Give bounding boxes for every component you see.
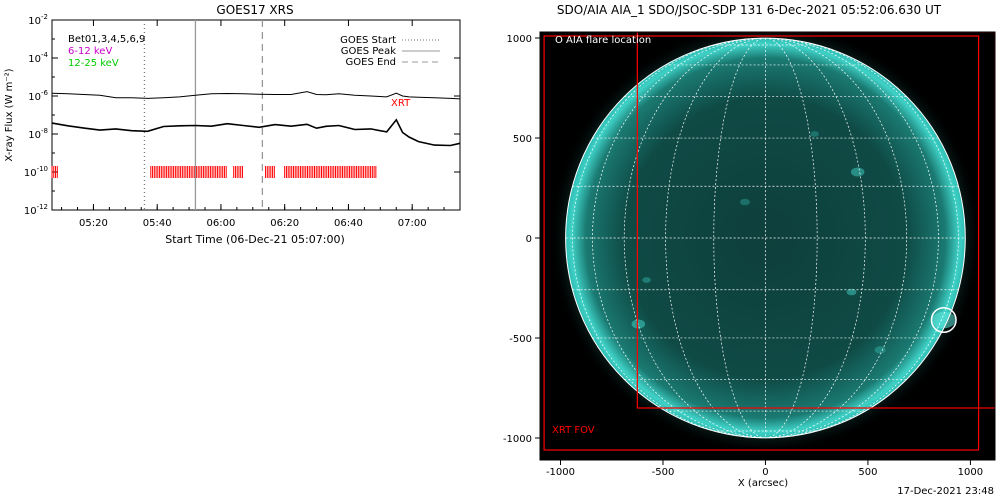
goes-x-tick-label: 06:20: [270, 218, 299, 229]
longitude-line: [623, 38, 766, 438]
aia-axes: -1000 -500 0 500 1000 -1000 -500 0 500 1000: [503, 31, 996, 478]
legend-goes-peak: GOES Peak: [341, 46, 396, 57]
longitude-line: [765, 38, 959, 438]
goes-xlabel: Start Time (06-Dec-21 05:07:00): [165, 233, 345, 246]
xrt-fov-label: XRT FOV: [552, 425, 595, 436]
solar-limb: [565, 37, 966, 439]
longitude-line: [765, 38, 866, 438]
legend-6-12-kev: 6-12 keV: [68, 46, 112, 57]
aia-y-tick-label: 500: [513, 134, 532, 145]
goes-x-tick-label: 07:00: [398, 218, 427, 229]
goes-y-tick-label: 10-12: [24, 203, 48, 217]
legend-goes-start: GOES Start: [340, 35, 396, 46]
goes-plot-frame: [51, 19, 461, 211]
longitude-line: [765, 38, 939, 438]
timestamp: 17-Dec-2021 23:48: [897, 486, 994, 497]
flare-location-marker: [930, 306, 957, 334]
goes-legend-left: Bet01,3,4,5,6,9 6-12 keV 12-25 keV: [68, 34, 145, 69]
xrt-coverage-marks: [51, 166, 377, 178]
goes-x-tick-label: 06:00: [207, 218, 236, 229]
xrt-label: XRT: [391, 98, 411, 109]
aia-xlabel: X (arcsec): [738, 478, 788, 489]
legend-goes-end: GOES End: [346, 57, 396, 68]
flare-legend: O AIA flare location: [555, 35, 651, 46]
active-region: [931, 311, 957, 329]
active-region: [850, 167, 865, 177]
goes-y-tick-exponent: -12: [37, 203, 48, 211]
aia-title: SDO/AIA AIA_1 SDO/JSOC-SDP 131 6-Dec-202…: [557, 3, 942, 17]
active-region: [642, 277, 651, 283]
goes-y-tick-label: 10-6: [28, 89, 48, 103]
goes-x-tick-label: 06:40: [334, 218, 363, 229]
aia-x-tick-label: 0: [762, 467, 768, 478]
aia-y-tick-label: -500: [509, 334, 532, 345]
goes-y-tick-label: 10-10: [24, 165, 48, 179]
goes-series: [51, 91, 461, 147]
active-region: [631, 319, 646, 329]
longitude-line: [665, 38, 766, 438]
active-region: [846, 288, 857, 296]
longitude-line: [592, 38, 766, 438]
xrt-fov-box-inner: [636, 32, 995, 409]
longitude-line: [572, 38, 766, 438]
goes-y-tick-exponent: -4: [41, 51, 49, 59]
goes-y-tick-exponent: -2: [41, 13, 48, 21]
active-regions: [631, 131, 957, 354]
goes-x-tick-label: 05:20: [79, 218, 108, 229]
goes-y-tick-exponent: -8: [41, 127, 48, 135]
sun-disk: [565, 38, 966, 438]
goes-y-tick-label: 10-4: [28, 51, 48, 65]
aia-y-tick-label: 1000: [507, 34, 532, 45]
aia-x-tick-label: 1000: [958, 467, 983, 478]
aia-x-tick-label: 500: [858, 467, 877, 478]
active-region: [874, 346, 886, 354]
goes-y-tick-label: 10-2: [28, 13, 48, 27]
aia-image-chart: SDO/AIA AIA_1 SDO/JSOC-SDP 131 6-Dec-202…: [503, 3, 996, 489]
active-region: [740, 198, 750, 206]
xrt-fov-box-outer: [543, 35, 980, 451]
goes-series-line-2: [51, 118, 461, 147]
goes-series-line-1: [51, 91, 461, 100]
aia-y-tick-label: 0: [526, 234, 532, 245]
aia-y-tick-label: -1000: [503, 434, 532, 445]
goes-xrs-chart: GOES17 XRS 10-12 10-10 10-8 10-6 10-4 10-2 05:…: [4, 3, 461, 246]
active-region: [810, 131, 819, 137]
legend-12-25-kev: 12-25 keV: [68, 58, 119, 69]
goes-markers: [143, 20, 264, 210]
aia-x-tick-label: -1000: [546, 467, 575, 478]
goes-x-tick-label: 05:40: [143, 218, 172, 229]
goes-y-tick-exponent: -6: [41, 89, 49, 97]
aia-plot-frame: [539, 31, 996, 461]
goes-legend-right: GOES Start GOES Peak GOES End: [340, 35, 440, 68]
goes-y-tick-exponent: -10: [37, 165, 48, 173]
legend-channels: Bet01,3,4,5,6,9: [68, 34, 145, 45]
aia-x-tick-label: -500: [652, 467, 675, 478]
heliographic-grid: [565, 38, 966, 438]
goes-ylabel: X-ray Flux (W m⁻²): [4, 68, 15, 161]
longitude-line: [765, 38, 908, 438]
goes-axes: 10-12 10-10 10-8 10-6 10-4 10-2 05:20 05:40 06:0…: [24, 13, 461, 229]
goes-title: GOES17 XRS: [216, 3, 293, 17]
goes-y-tick-label: 10-8: [28, 127, 48, 141]
